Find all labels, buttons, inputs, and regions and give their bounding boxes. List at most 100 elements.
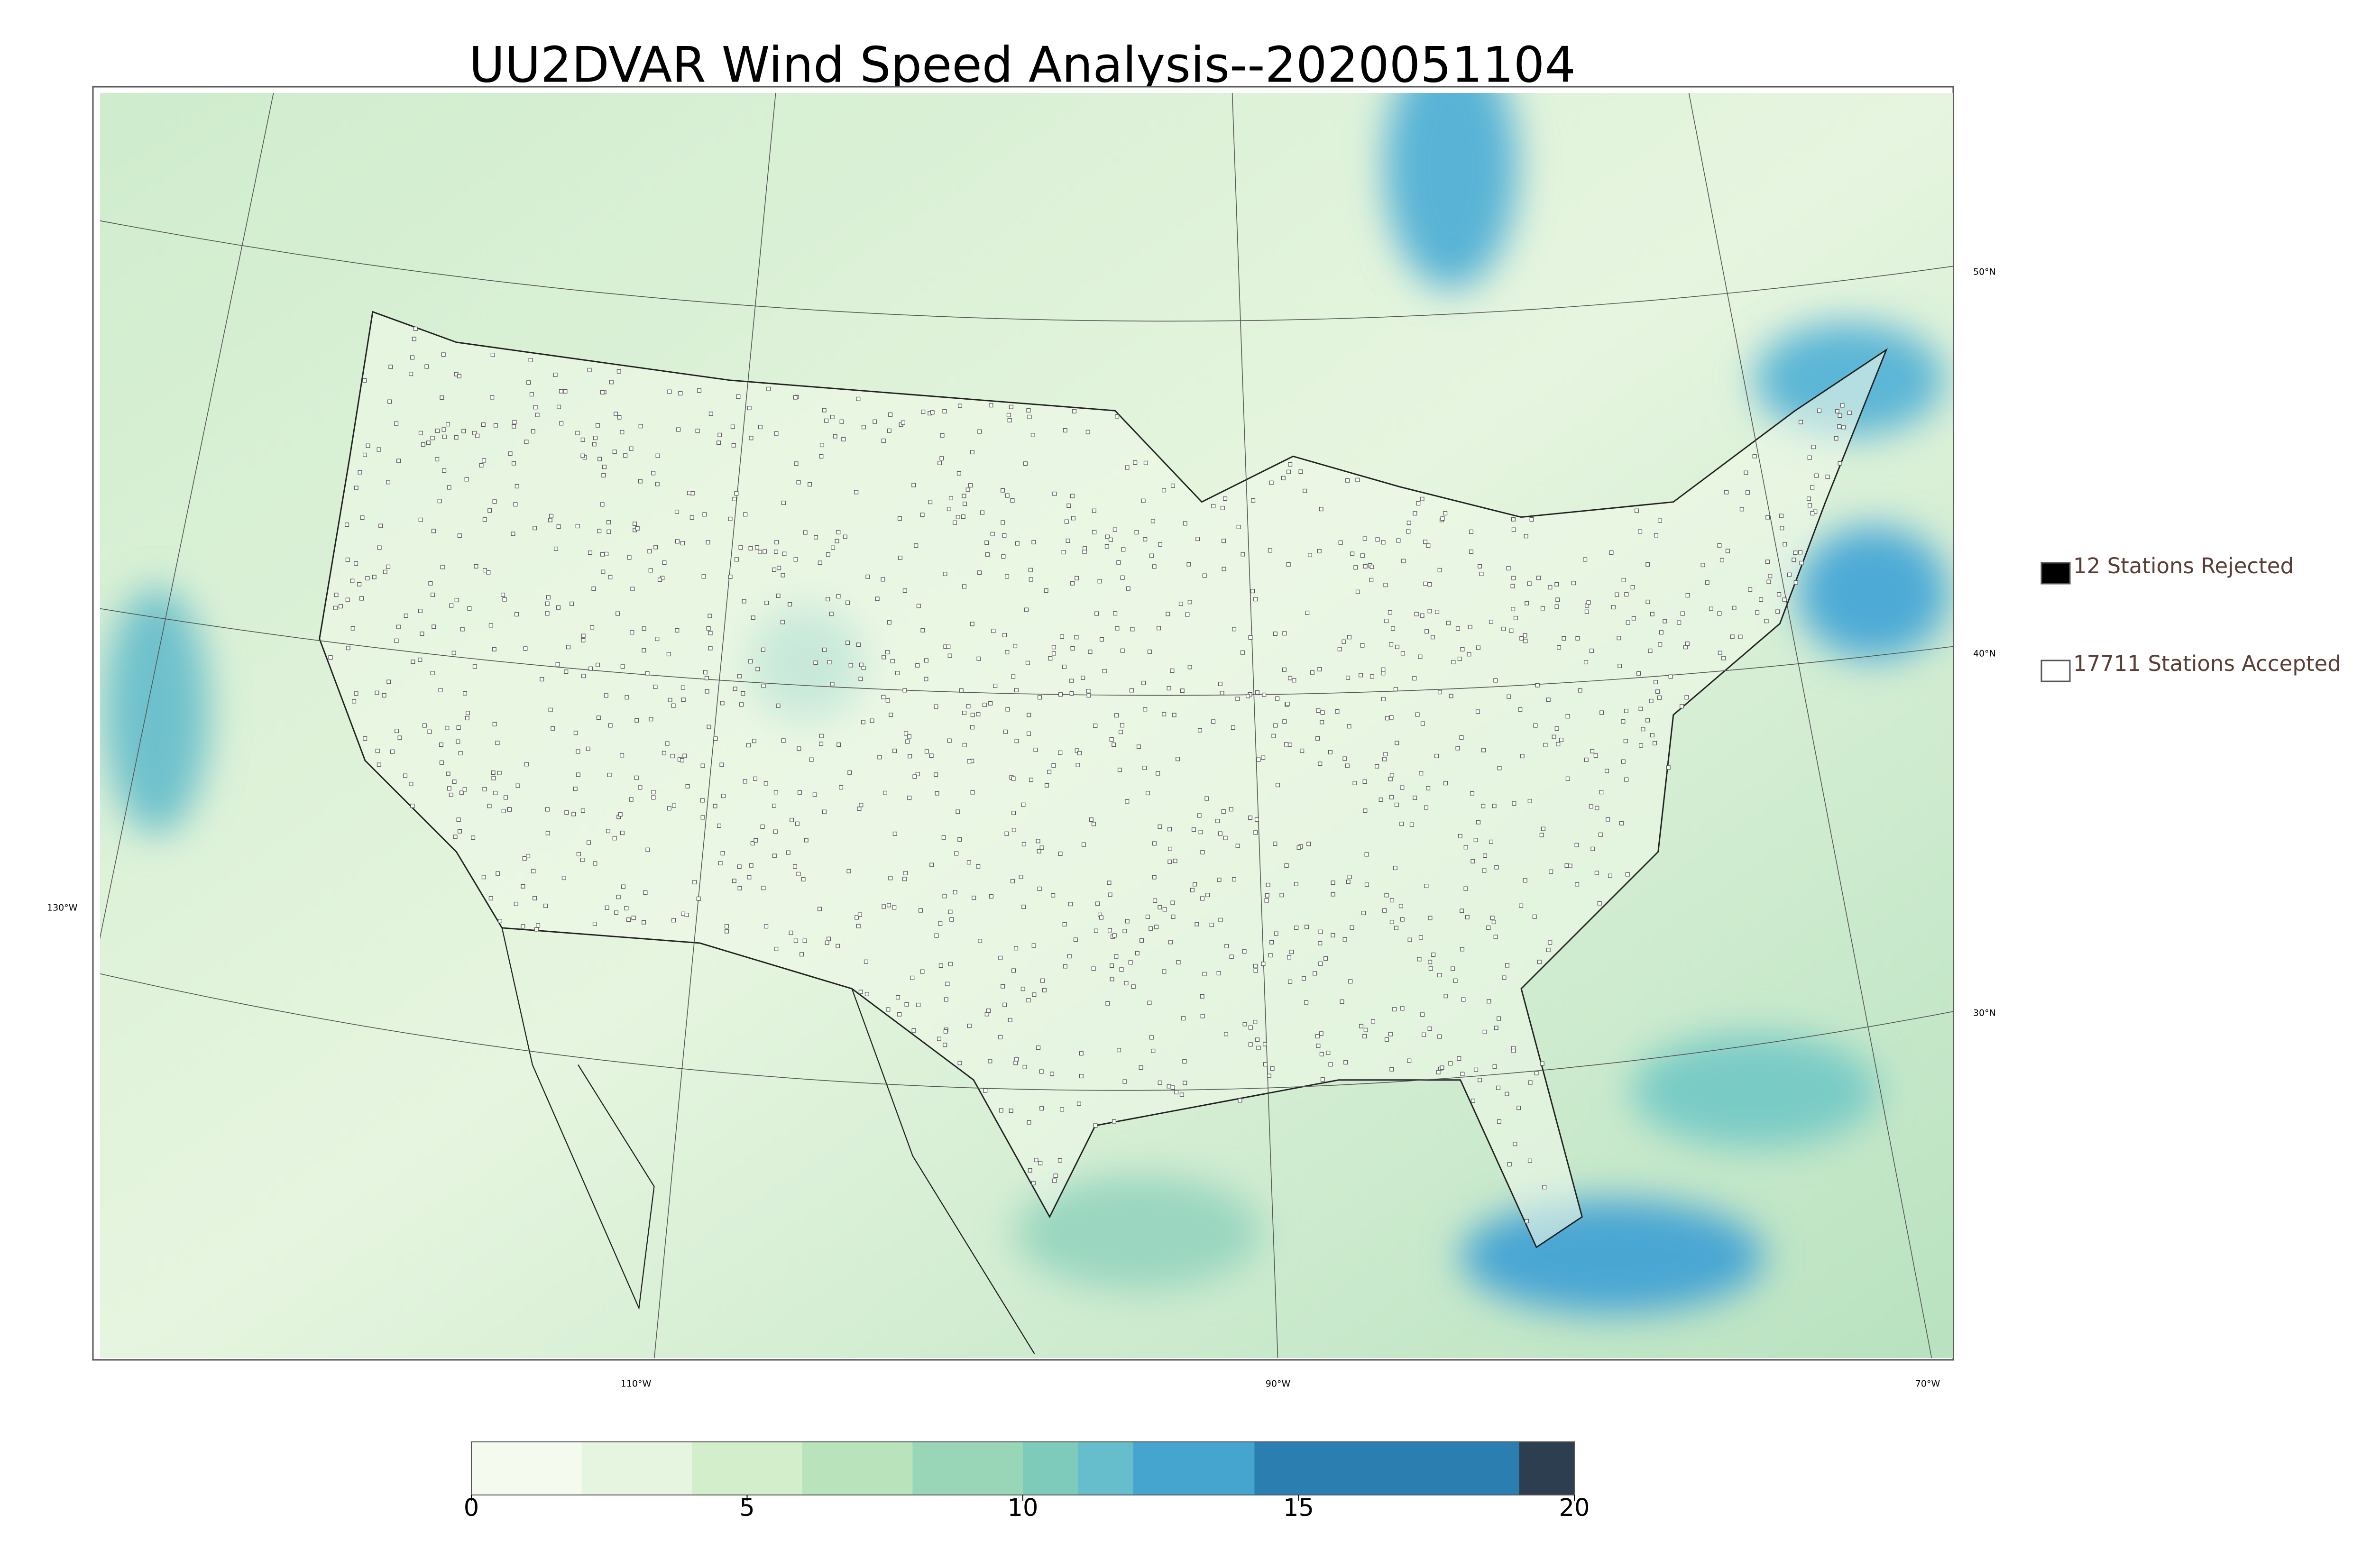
station-marker (1487, 999, 1491, 1004)
station-marker (1428, 966, 1433, 971)
station-marker (1176, 960, 1181, 964)
station-marker (1117, 1048, 1121, 1053)
station-marker (463, 691, 467, 696)
station-marker (1457, 1056, 1461, 1061)
station-marker (1511, 1048, 1516, 1053)
station-marker (438, 688, 443, 692)
station-marker (1099, 637, 1104, 642)
station-marker (1837, 424, 1842, 429)
station-marker (776, 594, 781, 598)
station-marker (1081, 842, 1086, 847)
station-marker (375, 749, 380, 753)
station-marker (1428, 916, 1433, 920)
station-marker (1542, 1185, 1547, 1190)
lon-label: 90°W (1266, 1379, 1291, 1389)
station-marker (1331, 880, 1335, 885)
station-marker (1167, 686, 1171, 691)
station-marker (667, 806, 671, 811)
station-marker (689, 515, 694, 520)
station-marker (1118, 730, 1123, 734)
station-marker (701, 574, 706, 579)
station-marker (1427, 582, 1432, 587)
station-marker (1301, 976, 1306, 981)
station-marker (962, 743, 967, 747)
station-marker (1446, 621, 1451, 625)
station-marker (471, 835, 476, 840)
station-marker (1112, 933, 1117, 938)
station-marker (947, 507, 951, 512)
station-marker (1777, 592, 1782, 596)
station-marker (1793, 550, 1798, 555)
station-marker (643, 890, 648, 895)
station-marker (1319, 507, 1323, 512)
station-marker (1659, 630, 1663, 635)
station-marker (487, 508, 492, 513)
station-marker (836, 743, 841, 747)
station-marker (934, 704, 938, 709)
station-marker (1443, 781, 1448, 786)
station-marker (968, 483, 973, 488)
station-marker (564, 669, 569, 674)
station-marker (886, 1007, 891, 1012)
station-marker (452, 779, 457, 784)
station-marker (1068, 902, 1073, 907)
station-marker (1623, 739, 1628, 743)
station-marker (1459, 735, 1464, 740)
station-marker (774, 540, 779, 545)
station-marker (1420, 496, 1424, 501)
station-marker (442, 468, 447, 473)
station-marker (1288, 676, 1293, 680)
station-marker (825, 940, 829, 945)
station-marker (1556, 742, 1561, 746)
station-marker (1395, 741, 1399, 745)
station-marker (1361, 911, 1366, 916)
station-marker (914, 543, 919, 548)
station-marker (887, 428, 891, 433)
station-marker (680, 541, 685, 546)
station-marker (1528, 1080, 1533, 1085)
station-marker (472, 664, 477, 669)
station-marker (1008, 1018, 1012, 1022)
station-marker (882, 904, 886, 909)
station-marker (1638, 529, 1643, 534)
station-marker (949, 917, 954, 922)
station-marker (1383, 583, 1388, 587)
station-marker (720, 851, 725, 856)
station-marker (424, 364, 429, 369)
station-marker (808, 482, 812, 487)
station-marker (1533, 723, 1538, 728)
station-marker (1190, 888, 1195, 892)
station-marker (885, 650, 890, 654)
station-marker (1793, 580, 1798, 585)
station-marker (1382, 757, 1387, 761)
station-marker (551, 726, 555, 731)
station-marker (482, 517, 487, 522)
station-marker (1389, 795, 1394, 799)
station-marker (910, 975, 915, 980)
station-marker (1548, 940, 1553, 945)
station-marker (1355, 589, 1360, 594)
station-marker (772, 803, 776, 808)
station-marker (1051, 763, 1056, 768)
station-marker (386, 679, 391, 684)
station-marker (1717, 611, 1722, 616)
station-marker (858, 990, 863, 994)
station-marker (655, 482, 660, 486)
station-marker (1317, 667, 1322, 671)
station-marker (1470, 791, 1475, 796)
station-marker (649, 717, 653, 722)
station-marker (635, 526, 640, 531)
colorbar-segment (1023, 1442, 1078, 1495)
station-marker (1141, 498, 1146, 503)
station-marker (638, 479, 643, 484)
station-marker (1331, 933, 1335, 937)
station-marker (581, 633, 586, 638)
station-marker (908, 754, 912, 759)
station-marker (1645, 718, 1650, 723)
station-marker (1319, 1052, 1324, 1056)
station-marker (1242, 949, 1247, 954)
station-marker (857, 912, 862, 917)
station-marker (721, 794, 726, 798)
station-marker (1799, 420, 1803, 424)
station-marker (563, 389, 568, 394)
